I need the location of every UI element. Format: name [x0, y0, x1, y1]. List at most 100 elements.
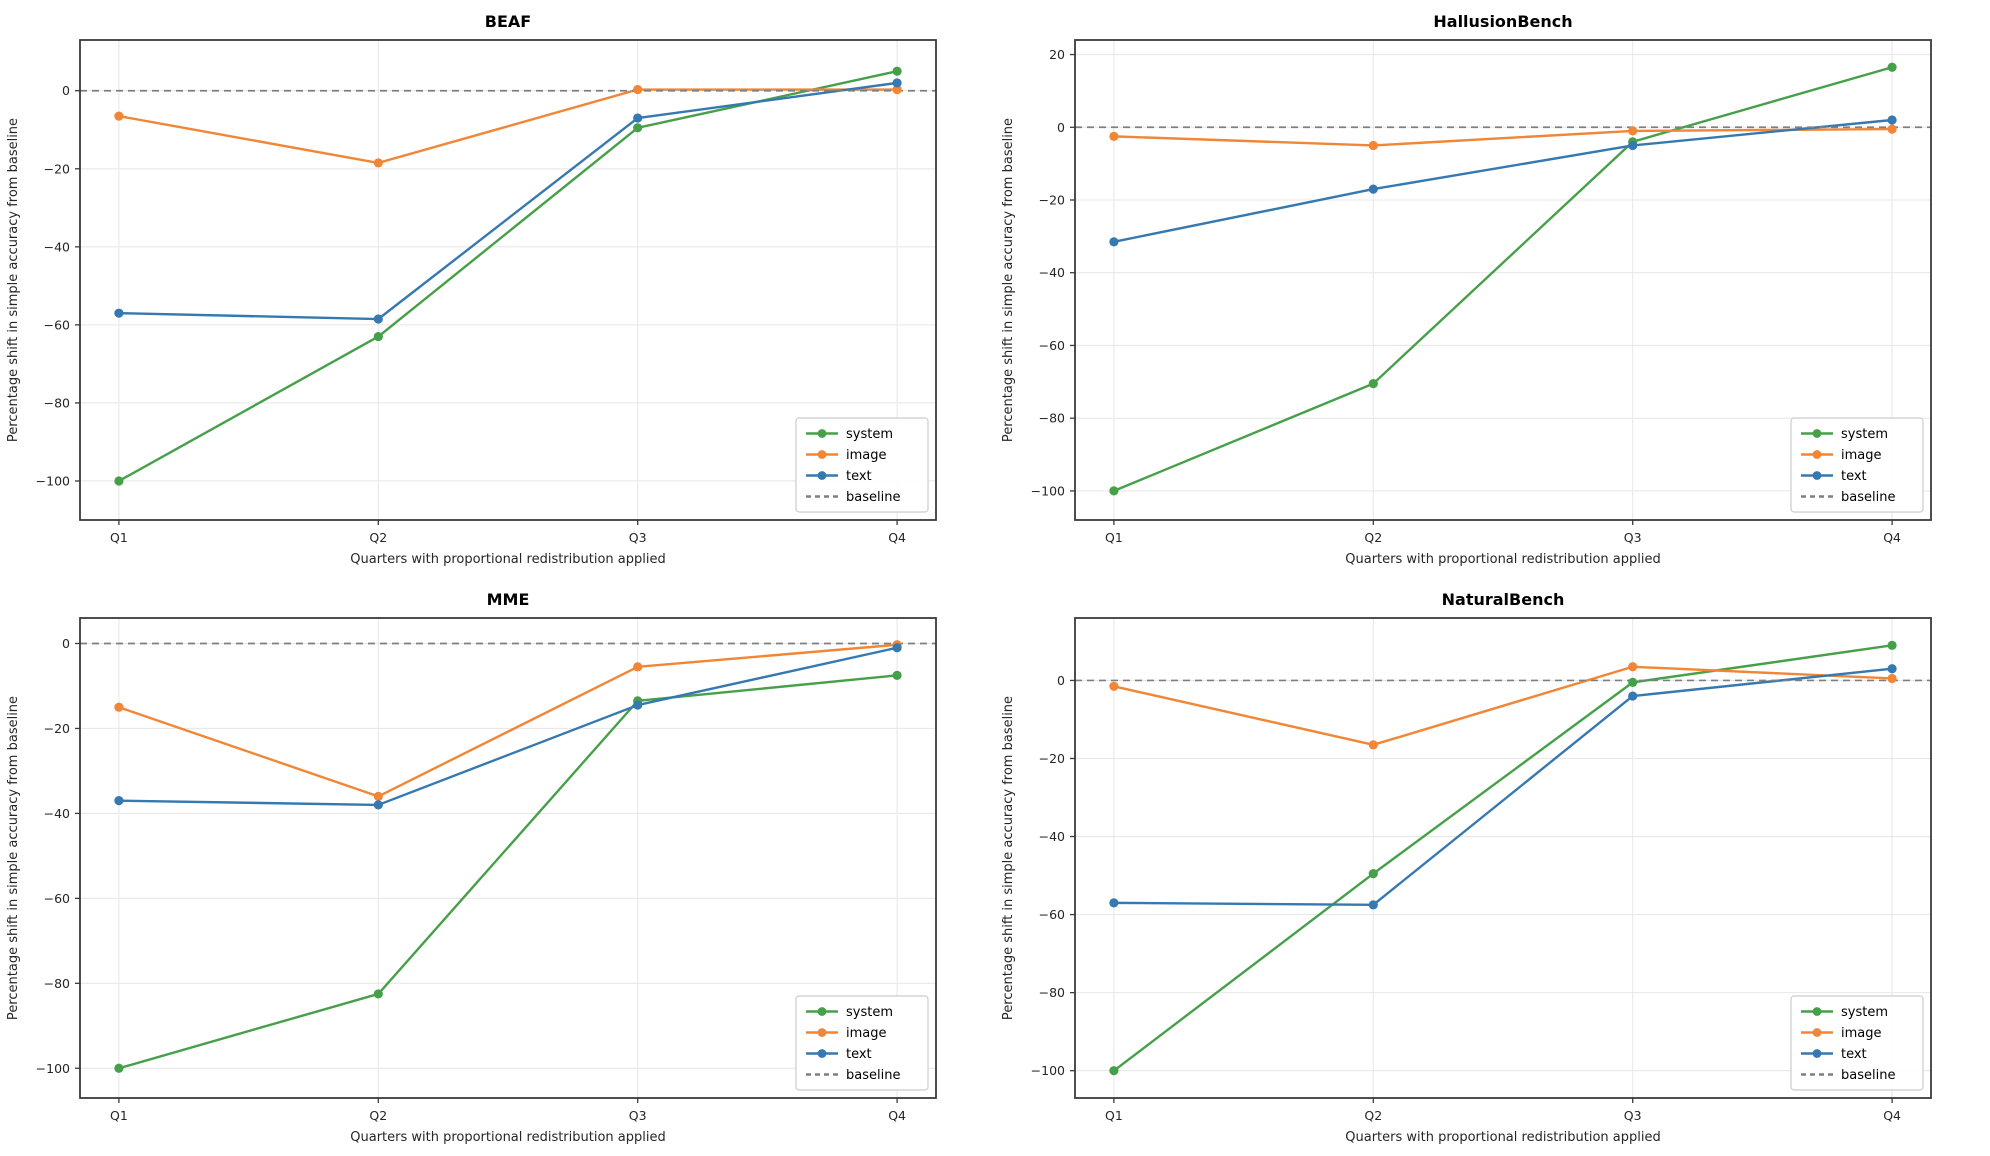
- x-axis-label: Quarters with proportional redistributio…: [350, 552, 666, 567]
- data-point: [892, 66, 902, 76]
- chart-title: HallusionBench: [1433, 12, 1572, 31]
- legend: system image text baseline: [1790, 995, 1924, 1091]
- series-text-markers: [114, 643, 902, 810]
- legend-marker-image: [817, 450, 827, 459]
- series-text-line: [117, 81, 899, 321]
- data-point: [373, 989, 383, 999]
- y-tick-label: −100: [1031, 1063, 1065, 1078]
- x-tick-label: Q2: [369, 530, 387, 545]
- data-point: [1109, 486, 1119, 496]
- chart-naturalbench-svg: 0 −20 −40 −60 −80 −100 Q1 Q2 Q3 Q4 NaturalBench Qua…: [995, 578, 1990, 1156]
- y-tick-label: −60: [44, 317, 70, 332]
- x-tick-label: Q3: [1624, 1108, 1642, 1123]
- legend-marker-text: [817, 1049, 827, 1058]
- x-tick-label: Q2: [1364, 1108, 1382, 1123]
- series-text-line: [1112, 118, 1894, 244]
- x-tick-label: Q1: [110, 530, 128, 545]
- legend-marker-text: [1812, 471, 1822, 480]
- data-point: [1109, 681, 1119, 691]
- plot-border: [79, 617, 937, 1099]
- data-point: [114, 1063, 124, 1073]
- legend-marker-image: [1812, 450, 1822, 459]
- y-tick-label: −40: [1039, 829, 1065, 844]
- series-text-line: [117, 646, 899, 807]
- x-axis-label: Quarters with proportional redistributio…: [1345, 1130, 1661, 1145]
- x-tick-label: Q2: [369, 1108, 387, 1123]
- data-point: [1628, 677, 1638, 687]
- series-image-markers: [1109, 124, 1897, 151]
- chart-title: BEAF: [485, 12, 531, 31]
- y-tick-label: 0: [1057, 673, 1065, 688]
- chart-beaf-svg: 0 −20 −40 −60 −80 −100 Q1 Q2 Q3 Q4 BEAF Quarters wi…: [0, 0, 995, 578]
- plot-border: [1074, 39, 1932, 521]
- data-point: [1887, 640, 1897, 650]
- legend-label-image: image: [846, 1026, 887, 1041]
- x-axis: Q1 Q2 Q3 Q4: [1105, 1098, 1901, 1123]
- y-tick-label: −80: [44, 976, 70, 991]
- y-tick-label: 20: [1049, 47, 1065, 62]
- series-system-line: [1112, 644, 1894, 1072]
- data-point: [1368, 900, 1378, 910]
- data-point: [892, 84, 902, 95]
- legend-label-text: text: [846, 469, 872, 484]
- data-point: [1628, 140, 1638, 151]
- data-point: [1887, 124, 1897, 134]
- legend-label-baseline: baseline: [846, 1068, 900, 1083]
- series-text-markers: [1109, 664, 1897, 910]
- x-tick-label: Q4: [888, 530, 906, 545]
- data-point: [633, 700, 643, 710]
- y-tick-label: −20: [1039, 751, 1065, 766]
- data-point: [114, 476, 124, 486]
- data-point: [1887, 664, 1897, 674]
- data-point: [1628, 691, 1638, 701]
- legend-marker-system: [1812, 429, 1822, 438]
- data-point: [1109, 1066, 1119, 1076]
- y-tick-label: −100: [36, 473, 70, 488]
- data-point: [1368, 184, 1378, 194]
- chart-mme: 0 −20 −40 −60 −80 −100 Q1 Q2 Q3 Q4 MME Quarters wit…: [0, 578, 995, 1156]
- chart-title: NaturalBench: [1442, 590, 1565, 609]
- x-axis: Q1 Q2 Q3 Q4: [110, 520, 906, 545]
- data-point: [373, 158, 383, 168]
- legend-label-system: system: [1841, 1005, 1888, 1020]
- legend-label-text: text: [1841, 469, 1867, 484]
- legend-label-text: text: [846, 1047, 872, 1062]
- data-point: [1368, 140, 1378, 151]
- series-system-markers: [114, 670, 902, 1073]
- legend-label-baseline: baseline: [1841, 1068, 1895, 1083]
- y-axis-label: Percentage shift in simple accuracy from…: [1001, 118, 1016, 442]
- data-point: [1887, 673, 1897, 684]
- y-axis-label: Percentage shift in simple accuracy from…: [1001, 696, 1016, 1020]
- series-image-markers: [1109, 662, 1897, 750]
- legend-box: [1790, 995, 1924, 1091]
- legend: system image text baseline: [795, 417, 929, 513]
- series-text-line: [1112, 667, 1894, 907]
- legend-marker-text: [1812, 1049, 1822, 1058]
- legend-label-image: image: [846, 448, 887, 463]
- y-tick-label: 0: [62, 636, 70, 651]
- plot-border: [79, 39, 937, 521]
- data-point: [373, 331, 383, 342]
- data-point: [114, 111, 124, 121]
- legend-label-system: system: [1841, 427, 1888, 442]
- data-point: [373, 800, 383, 810]
- legend-label-text: text: [1841, 1047, 1867, 1062]
- y-axis: 0 −20 −40 −60 −80 −100: [36, 83, 80, 488]
- data-point: [633, 84, 643, 95]
- data-point: [1887, 62, 1897, 72]
- y-tick-label: 0: [1057, 120, 1065, 135]
- legend-marker-system: [817, 1007, 827, 1016]
- data-point: [114, 796, 124, 806]
- legend-marker-image: [1812, 1028, 1822, 1037]
- x-tick-label: Q2: [1364, 530, 1382, 545]
- chart-title: MME: [487, 590, 530, 609]
- y-axis: 0 −20 −40 −60 −80 −100: [36, 636, 80, 1076]
- legend-label-system: system: [846, 427, 893, 442]
- legend-marker-text: [817, 471, 827, 480]
- gridlines: [1075, 40, 1931, 520]
- x-tick-label: Q1: [1105, 1108, 1123, 1123]
- chart-hallusionbench-svg: 20 0 −20 −40 −60 −80 −100 Q1 Q2 Q3 Q4 HallusionBenc…: [995, 0, 1990, 578]
- y-axis-label: Percentage shift in simple accuracy from…: [6, 118, 21, 442]
- data-point: [1368, 869, 1378, 879]
- y-tick-label: −60: [1039, 338, 1065, 353]
